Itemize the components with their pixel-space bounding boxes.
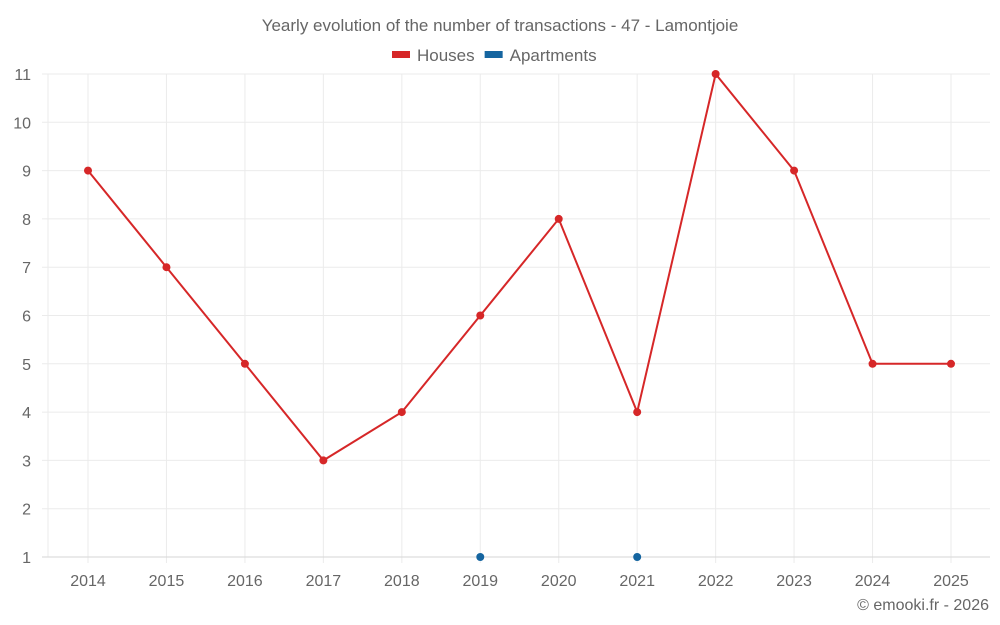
y-tick-label: 8 xyxy=(22,212,31,229)
y-tick-label: 2 xyxy=(22,502,31,519)
data-point-apartments xyxy=(476,553,485,561)
data-point-houses xyxy=(476,311,485,320)
y-tick-label: 1 xyxy=(22,550,31,567)
y-tick-label: 7 xyxy=(22,260,31,277)
x-tick-label: 2025 xyxy=(933,573,969,590)
x-tick-label: 2018 xyxy=(384,573,420,590)
data-point-houses xyxy=(162,263,171,272)
legend-label-houses: Houses xyxy=(417,46,475,65)
data-point-houses xyxy=(319,456,328,465)
y-tick-label: 4 xyxy=(22,405,31,422)
y-tick-label: 5 xyxy=(22,357,31,374)
x-tick-label: 2015 xyxy=(149,573,185,590)
x-tick-label: 2022 xyxy=(698,573,734,590)
legend: Houses Apartments xyxy=(392,46,597,65)
y-tick-label: 10 xyxy=(13,115,31,132)
x-tick-label: 2020 xyxy=(541,573,577,590)
legend-swatch-houses xyxy=(392,51,410,58)
data-point-houses xyxy=(711,70,720,78)
x-tick-label: 2023 xyxy=(776,573,812,590)
x-tick-label: 2016 xyxy=(227,573,263,590)
chart-title: Yearly evolution of the number of transa… xyxy=(262,16,739,35)
grid xyxy=(42,73,990,563)
data-point-houses xyxy=(633,408,642,417)
credit: © emooki.fr - 2026 xyxy=(857,597,989,614)
series xyxy=(84,70,955,561)
y-tick-label: 9 xyxy=(22,164,31,181)
x-axis: 2014 2015 2016 2017 2018 2019 2020 2021 2022 2023… xyxy=(70,573,969,590)
data-point-houses xyxy=(84,166,92,175)
data-point-houses xyxy=(947,359,955,368)
data-point-houses xyxy=(790,166,799,175)
x-tick-label: 2014 xyxy=(70,573,106,590)
series-line-houses xyxy=(87,71,951,462)
data-point-apartments xyxy=(633,553,642,561)
data-point-houses xyxy=(554,214,563,223)
legend-label-apartments: Apartments xyxy=(510,46,597,65)
y-tick-label: 6 xyxy=(22,309,31,326)
y-axis: 1 2 3 4 5 6 7 8 9 10 11 xyxy=(13,67,31,567)
data-point-houses xyxy=(397,408,406,417)
legend-swatch-apartments xyxy=(484,51,503,58)
data-point-houses xyxy=(868,359,877,368)
y-tick-label: 11 xyxy=(14,67,31,84)
x-tick-label: 2024 xyxy=(855,573,891,590)
x-tick-label: 2017 xyxy=(306,573,342,590)
x-tick-label: 2021 xyxy=(619,573,655,590)
data-point-houses xyxy=(240,359,249,368)
x-tick-label: 2019 xyxy=(462,573,498,590)
y-tick-label: 3 xyxy=(22,453,31,470)
